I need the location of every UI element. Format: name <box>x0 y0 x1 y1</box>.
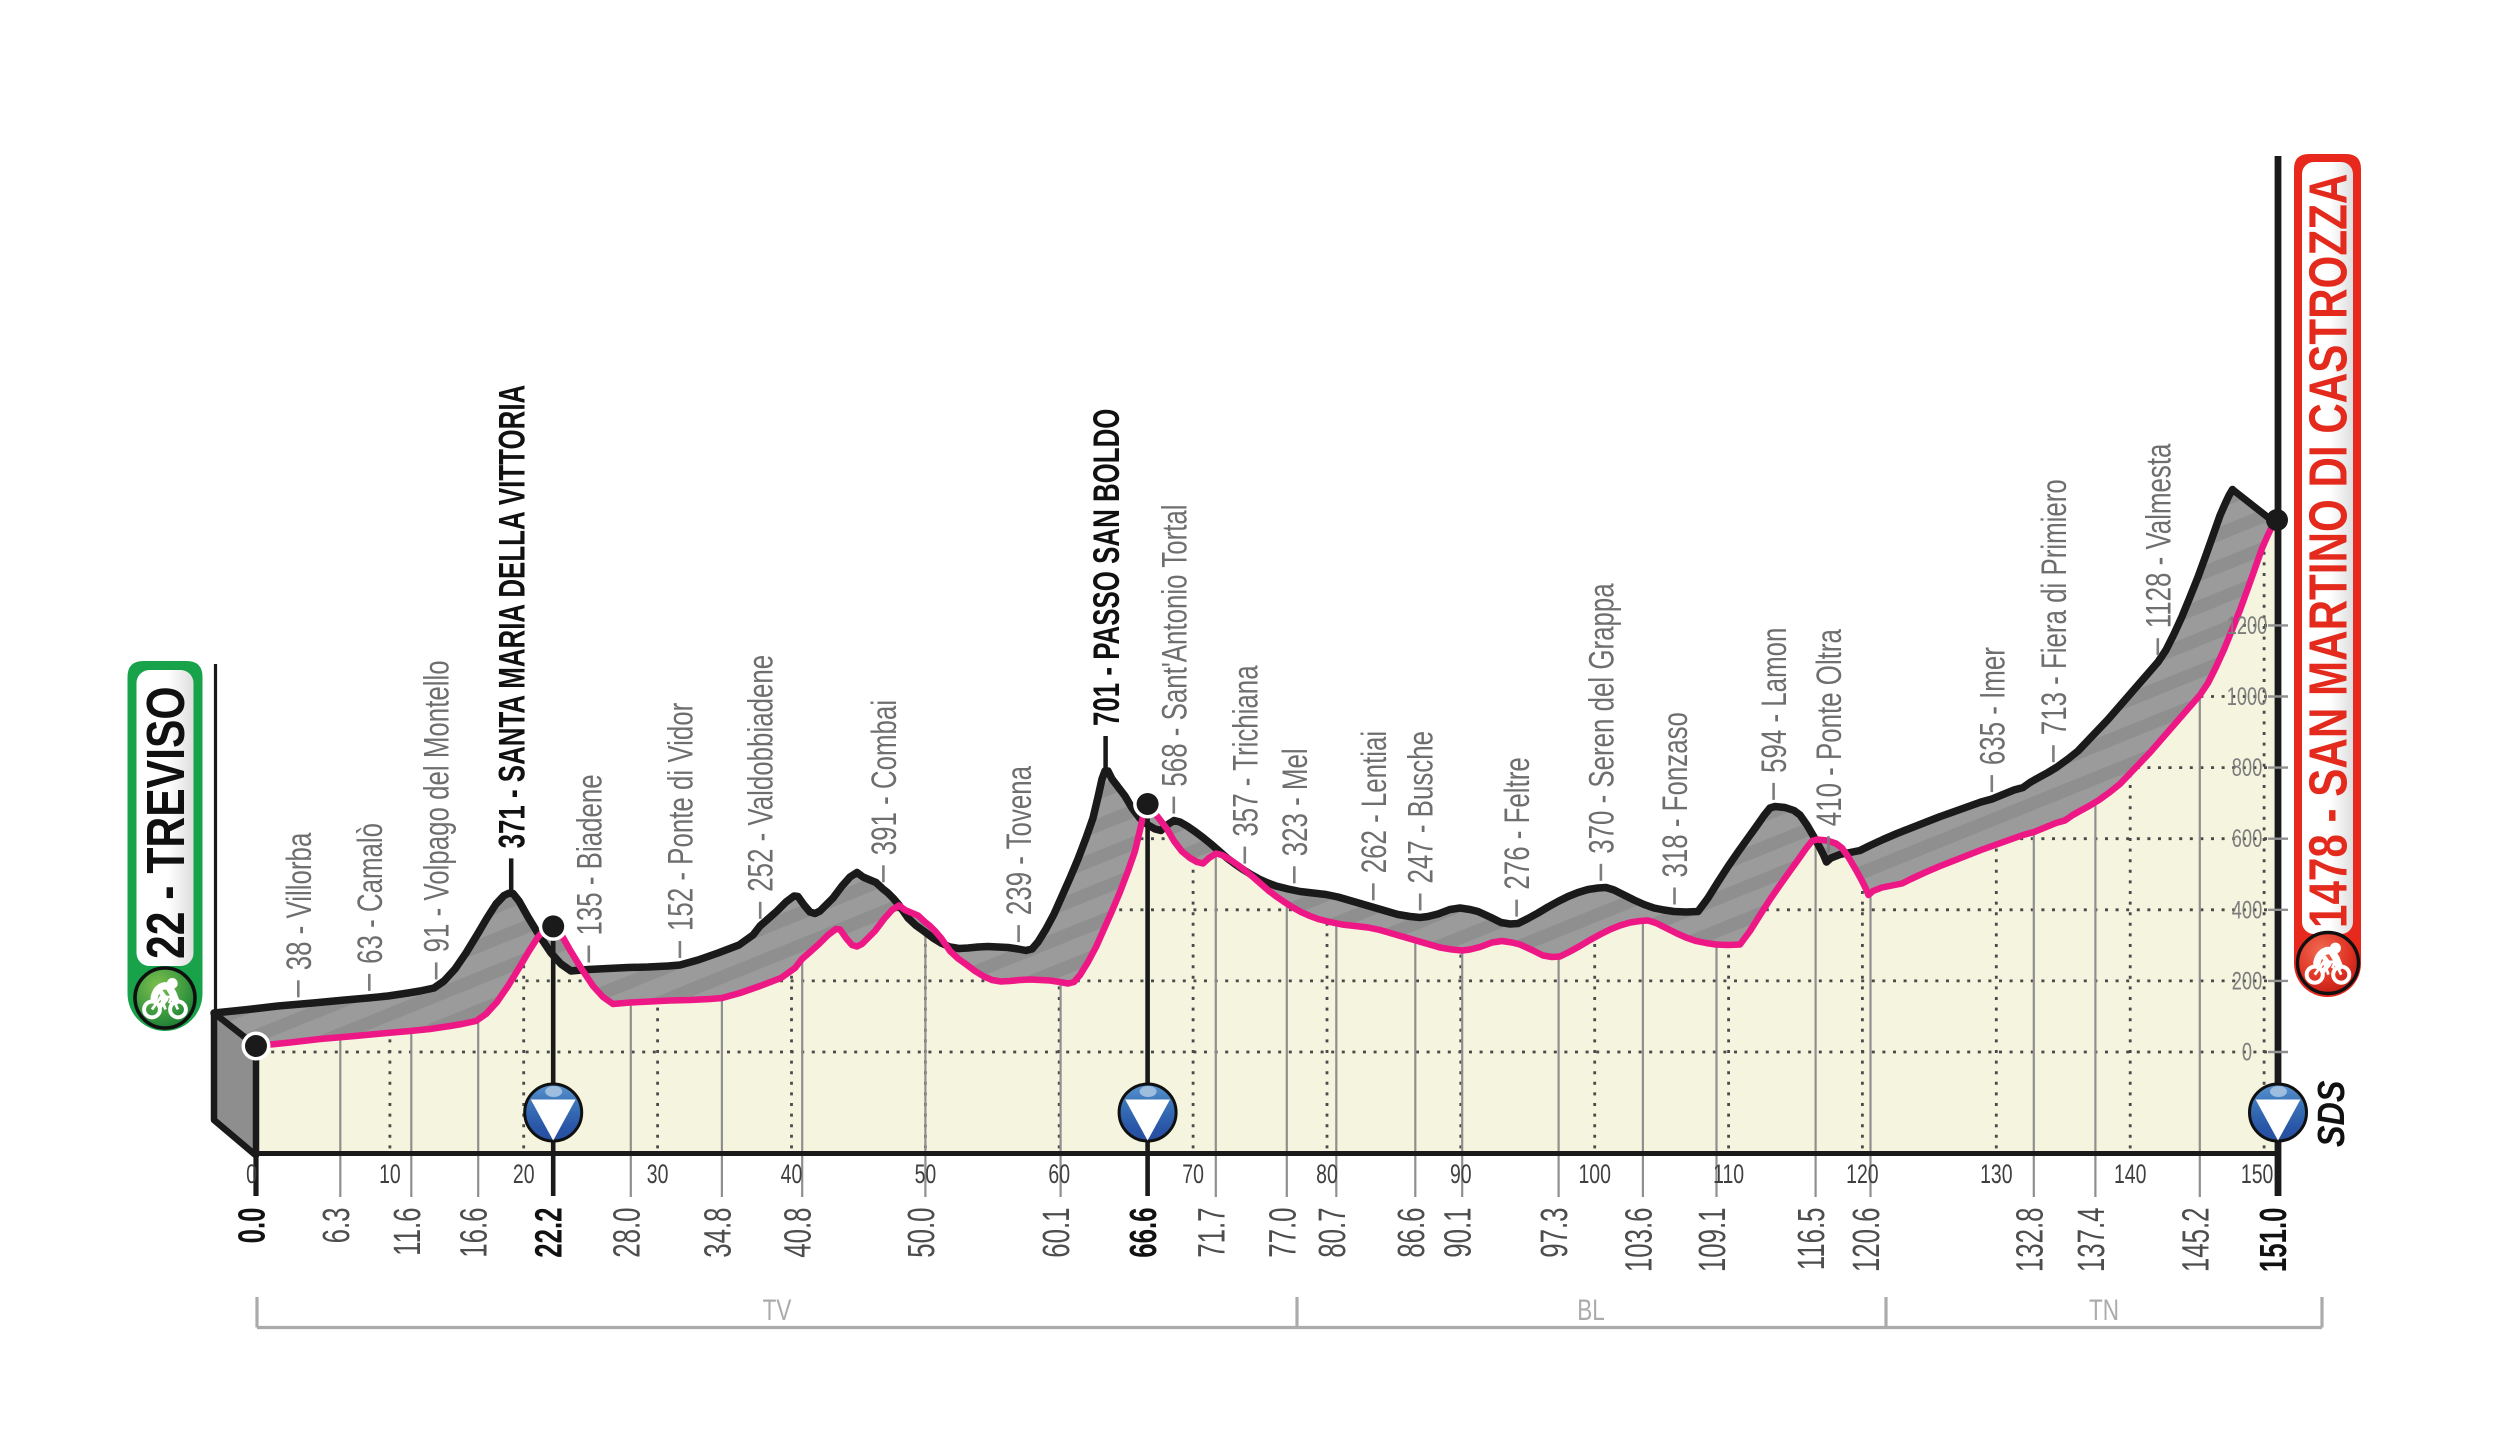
svg-text:150: 150 <box>2241 1159 2273 1189</box>
svg-text:90.1: 90.1 <box>1437 1208 1479 1258</box>
svg-text:BL: BL <box>1577 1293 1605 1327</box>
svg-text:140: 140 <box>2114 1159 2146 1189</box>
svg-text:97.3: 97.3 <box>1533 1208 1575 1258</box>
svg-text:6.3: 6.3 <box>315 1208 357 1244</box>
svg-text:11.6: 11.6 <box>386 1208 428 1256</box>
svg-text:66.6: 66.6 <box>1122 1208 1164 1258</box>
svg-text:80.7: 80.7 <box>1311 1208 1353 1258</box>
svg-text:1478 - SAN MARTINO DI CASTROZZ: 1478 - SAN MARTINO DI CASTROZZA <box>2299 174 2359 928</box>
svg-text:0.0: 0.0 <box>231 1208 273 1244</box>
svg-text:116.5: 116.5 <box>1790 1208 1832 1271</box>
svg-text:370 - Seren del Grappa: 370 - Seren del Grappa <box>1582 583 1622 854</box>
svg-text:318 - Fonzaso: 318 - Fonzaso <box>1655 712 1695 877</box>
svg-text:60: 60 <box>1048 1159 1070 1189</box>
svg-text:410 - Ponte Oltra: 410 - Ponte Oltra <box>1809 628 1849 826</box>
svg-text:323 - Mel: 323 - Mel <box>1275 748 1315 856</box>
svg-text:91 - Volpago del Montello: 91 - Volpago del Montello <box>417 660 457 952</box>
svg-text:0: 0 <box>246 1159 257 1189</box>
svg-text:80: 80 <box>1316 1159 1338 1189</box>
svg-text:400: 400 <box>2232 895 2262 924</box>
svg-text:60.1: 60.1 <box>1035 1208 1077 1258</box>
svg-text:22 - TREVISO: 22 - TREVISO <box>136 686 196 959</box>
svg-text:120: 120 <box>1846 1159 1878 1189</box>
svg-text:103.6: 103.6 <box>1617 1208 1659 1273</box>
svg-text:40.8: 40.8 <box>777 1208 819 1258</box>
svg-text:30: 30 <box>647 1159 669 1189</box>
svg-text:110: 110 <box>1713 1159 1744 1189</box>
svg-text:38 - Villorba: 38 - Villorba <box>279 832 319 970</box>
svg-text:TV: TV <box>763 1293 792 1327</box>
svg-text:20: 20 <box>513 1159 535 1189</box>
svg-text:247 - Busche: 247 - Busche <box>1401 731 1441 884</box>
svg-text:276 - Feltre: 276 - Feltre <box>1497 757 1537 889</box>
svg-text:28.0: 28.0 <box>605 1208 647 1258</box>
svg-text:40: 40 <box>781 1159 803 1189</box>
svg-text:1000: 1000 <box>2227 682 2268 711</box>
svg-text:16.6: 16.6 <box>453 1208 495 1258</box>
svg-text:1128 - Valmesta: 1128 - Valmesta <box>2138 443 2178 628</box>
svg-text:371 - SANTA MARIA DELLA VITTOR: 371 - SANTA MARIA DELLA VITTORIA <box>491 385 533 849</box>
svg-text:262 - Lentiai: 262 - Lentiai <box>1354 731 1394 873</box>
svg-text:71.7: 71.7 <box>1190 1208 1232 1258</box>
svg-text:800: 800 <box>2232 753 2262 782</box>
svg-text:50: 50 <box>915 1159 937 1189</box>
svg-text:151.0: 151.0 <box>2252 1208 2294 1273</box>
svg-text:239 - Tovena: 239 - Tovena <box>999 765 1039 915</box>
svg-text:357 - Trichiana: 357 - Trichiana <box>1225 665 1265 837</box>
svg-text:600: 600 <box>2232 824 2262 853</box>
svg-text:132.8: 132.8 <box>2008 1208 2050 1273</box>
svg-text:109.1: 109.1 <box>1691 1208 1733 1273</box>
svg-text:77.0: 77.0 <box>1261 1208 1303 1258</box>
svg-text:137.4: 137.4 <box>2070 1208 2112 1273</box>
svg-text:391 - Combai: 391 - Combai <box>864 700 904 855</box>
svg-text:635 - Imer: 635 - Imer <box>1972 647 2012 765</box>
svg-text:0: 0 <box>2242 1038 2252 1067</box>
svg-text:50.0: 50.0 <box>900 1208 942 1258</box>
svg-text:594 - Lamon: 594 - Lamon <box>1754 628 1794 773</box>
svg-text:130: 130 <box>1980 1159 2012 1189</box>
svg-text:135 - Biadene: 135 - Biadene <box>569 774 609 935</box>
svg-text:TN: TN <box>2089 1293 2119 1327</box>
svg-text:63 - Camalò: 63 - Camalò <box>350 823 390 964</box>
svg-text:713 - Fiera di Primiero: 713 - Fiera di Primiero <box>2034 479 2074 735</box>
svg-text:152 - Ponte di Vidor: 152 - Ponte di Vidor <box>661 703 701 931</box>
svg-text:200: 200 <box>2232 967 2262 996</box>
svg-text:90: 90 <box>1450 1159 1472 1189</box>
svg-text:70: 70 <box>1182 1159 1204 1189</box>
svg-text:120.6: 120.6 <box>1845 1208 1887 1273</box>
svg-text:568 - Sant'Antonio Tortal: 568 - Sant'Antonio Tortal <box>1154 504 1194 786</box>
svg-text:34.8: 34.8 <box>696 1208 738 1258</box>
svg-text:SDS: SDS <box>2311 1080 2353 1147</box>
svg-text:86.6: 86.6 <box>1390 1208 1432 1258</box>
svg-text:10: 10 <box>379 1159 401 1189</box>
svg-text:100: 100 <box>1578 1159 1610 1189</box>
svg-text:1200: 1200 <box>2227 611 2268 640</box>
svg-text:701 - PASSO SAN BOLDO: 701 - PASSO SAN BOLDO <box>1086 409 1128 726</box>
svg-text:22.2: 22.2 <box>528 1208 570 1258</box>
svg-text:252 - Valdobbiadene: 252 - Valdobbiadene <box>741 655 781 892</box>
svg-text:145.2: 145.2 <box>2174 1208 2216 1273</box>
